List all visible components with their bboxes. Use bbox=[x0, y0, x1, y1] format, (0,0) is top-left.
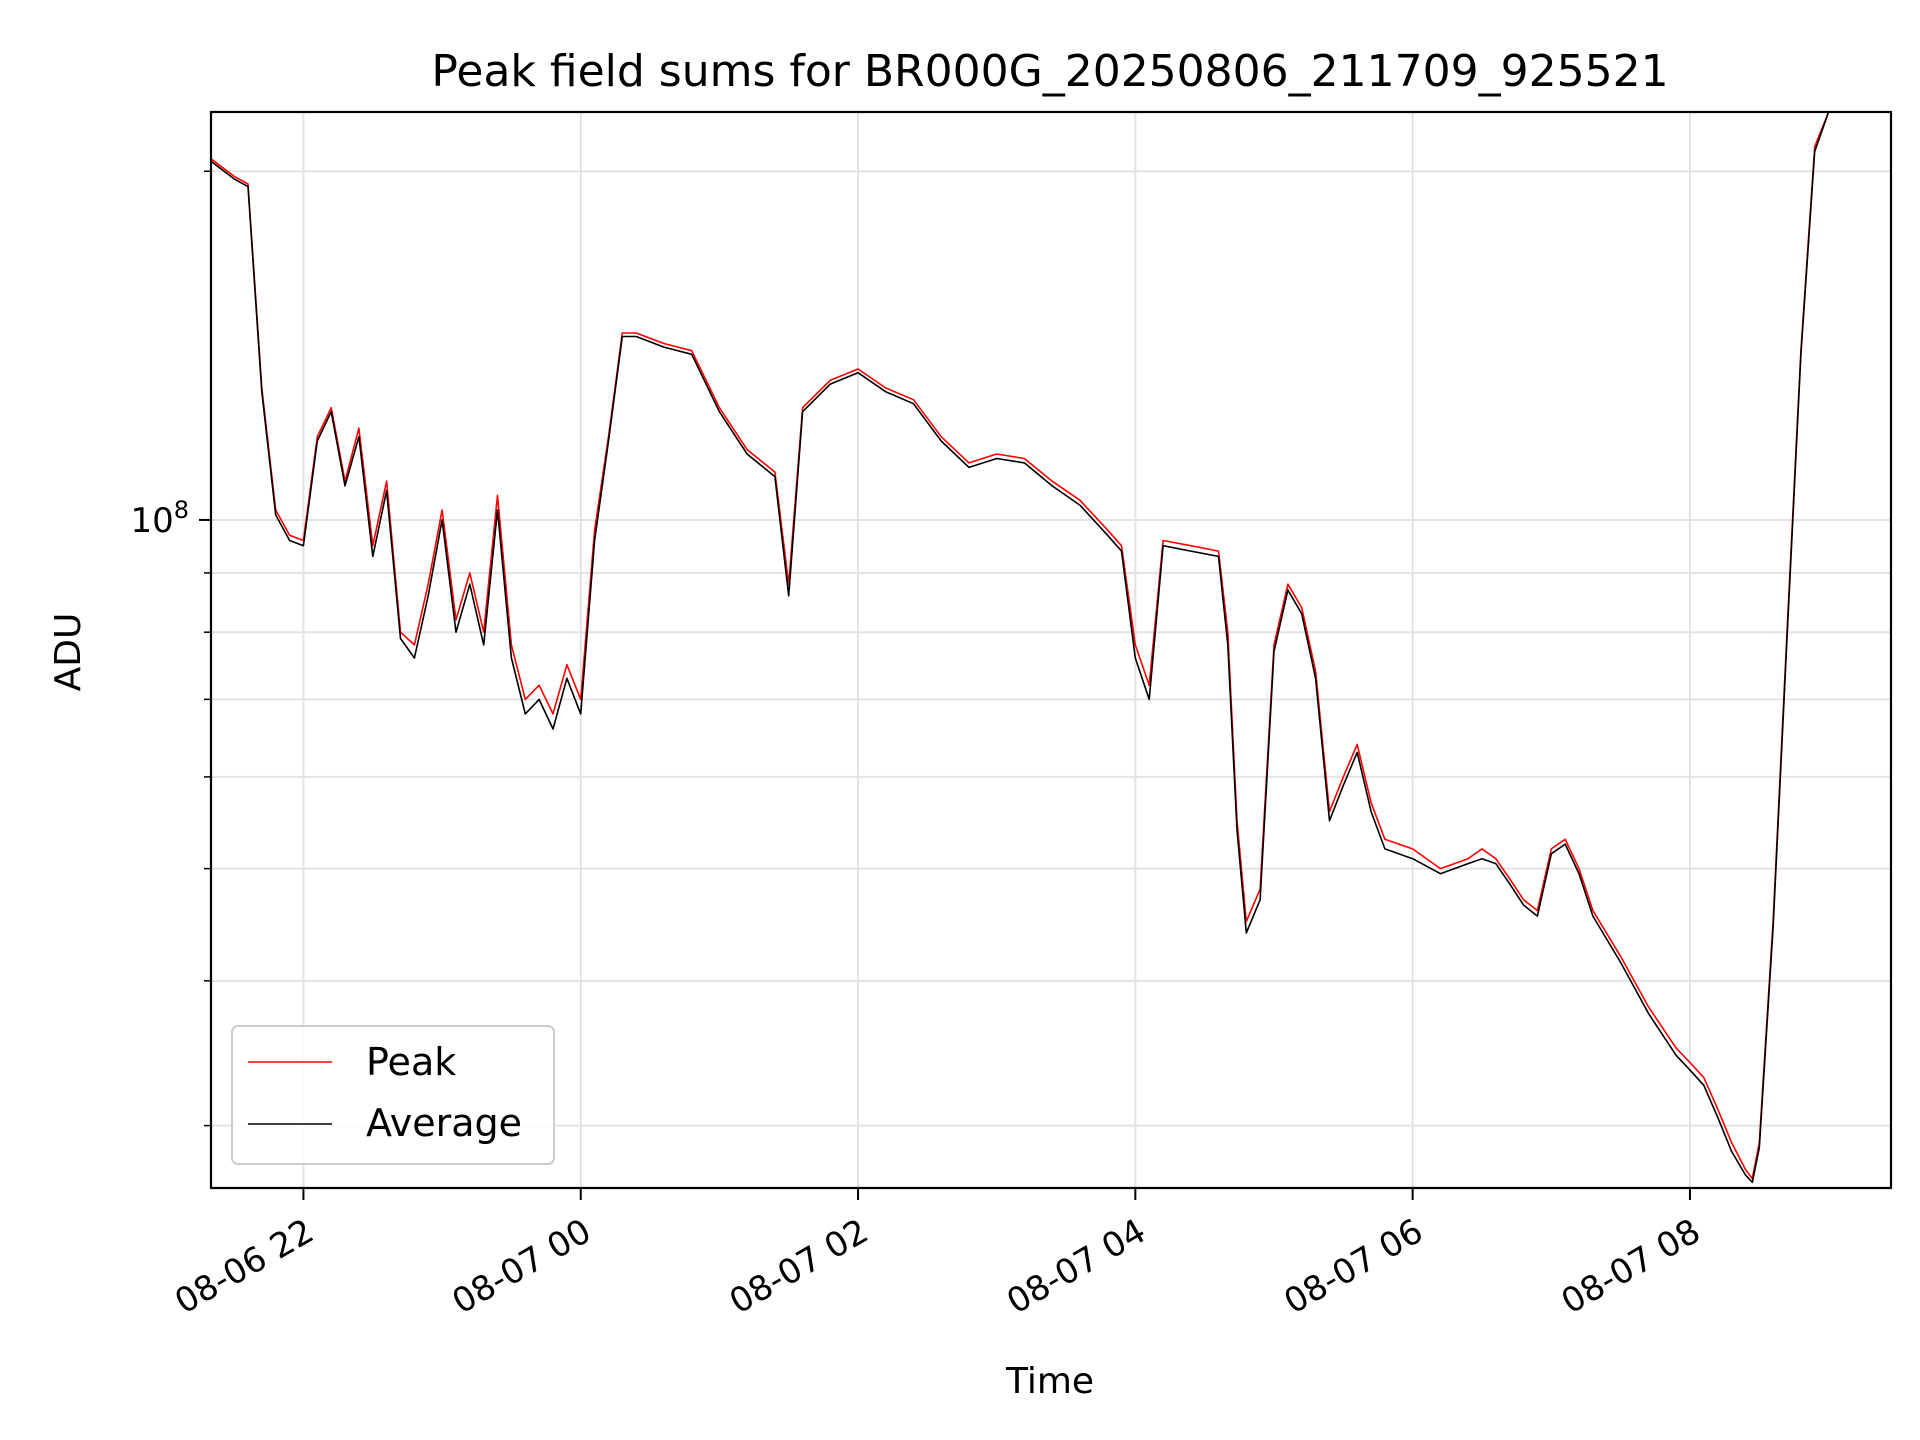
y-axis-label: ADU bbox=[48, 613, 89, 692]
legend: Peak Average bbox=[231, 1025, 555, 1165]
x-tick-label: 08-06 22 bbox=[168, 1211, 320, 1322]
x-tick-label: 08-07 00 bbox=[446, 1211, 598, 1322]
x-tick-label: 08-07 06 bbox=[1278, 1211, 1430, 1322]
legend-label-peak: Peak bbox=[366, 1040, 456, 1084]
legend-box bbox=[231, 1025, 555, 1165]
series-line-peak bbox=[210, 111, 1871, 1180]
x-axis-label: Time bbox=[1005, 1361, 1094, 1402]
y-tick-label: 108 bbox=[130, 496, 189, 541]
x-tick-label: 08-07 02 bbox=[723, 1211, 875, 1322]
series-line-average bbox=[210, 111, 1871, 1184]
series-layer bbox=[210, 111, 1871, 1184]
legend-label-average: Average bbox=[366, 1101, 522, 1145]
x-tick-label: 08-07 04 bbox=[1000, 1211, 1152, 1322]
plot-area-frame bbox=[209, 110, 1893, 1190]
chart-title: Peak field sums for BR000G_20250806_2117… bbox=[431, 46, 1668, 97]
x-tick-label: 08-07 08 bbox=[1555, 1211, 1707, 1322]
grid-lines bbox=[211, 112, 1891, 1188]
